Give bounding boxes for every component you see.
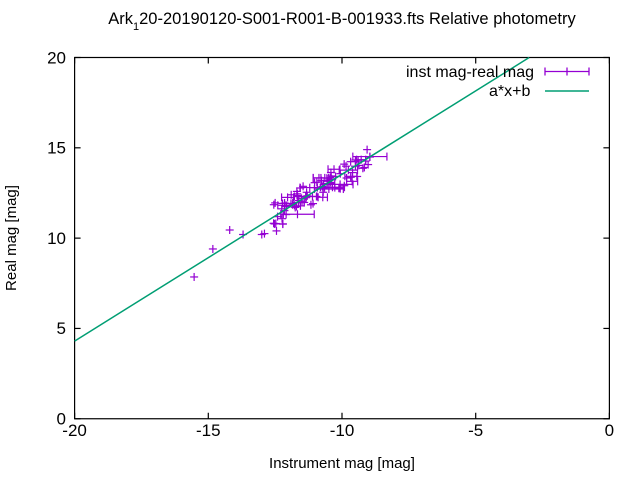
- svg-text:15: 15: [47, 139, 66, 158]
- svg-text:inst mag-real mag: inst mag-real mag: [406, 64, 534, 81]
- svg-text:0: 0: [605, 421, 614, 440]
- svg-text:Real mag [mag]: Real mag [mag]: [3, 185, 20, 291]
- svg-text:a*x+b: a*x+b: [489, 83, 530, 100]
- svg-text:20: 20: [47, 48, 66, 67]
- svg-text:-15: -15: [196, 421, 221, 440]
- svg-text:5: 5: [57, 319, 66, 338]
- svg-text:0: 0: [57, 410, 66, 429]
- svg-text:-5: -5: [468, 421, 483, 440]
- svg-text:-10: -10: [330, 421, 355, 440]
- svg-text:10: 10: [47, 229, 66, 248]
- svg-text:Instrument mag [mag]: Instrument mag [mag]: [269, 455, 415, 472]
